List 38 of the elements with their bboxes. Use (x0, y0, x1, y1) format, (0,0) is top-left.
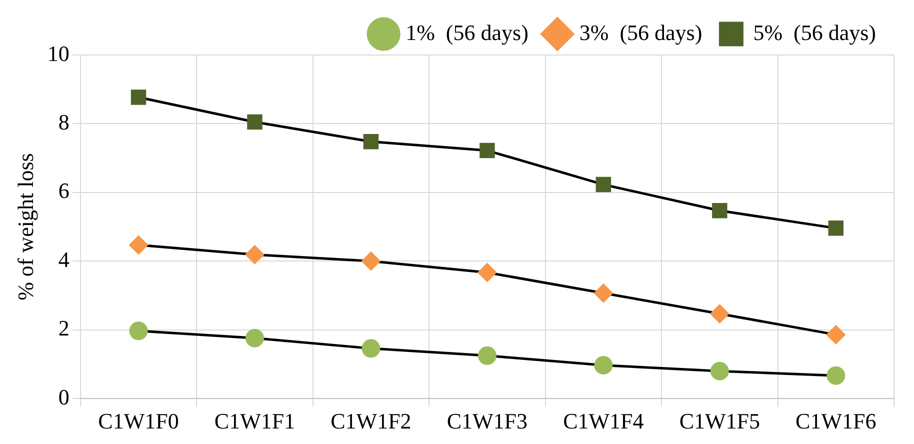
point (826, 325, 846, 344)
x-tick-label: C1W1F3 (446, 408, 528, 434)
point (710, 304, 729, 323)
y-tick-label: 8 (58, 110, 70, 134)
point (594, 284, 613, 302)
x-tick-label: C1W1F2 (330, 408, 412, 434)
y-tick-label: 0 (58, 384, 70, 410)
legend-label: 1% (56 days) (406, 20, 528, 45)
point (130, 90, 146, 105)
point (129, 236, 148, 254)
x-tick-label: C1W1F6 (796, 408, 876, 434)
point (247, 114, 262, 130)
point (478, 263, 496, 282)
point (363, 134, 379, 150)
y-tick-label: 6 (58, 178, 70, 204)
point (362, 339, 380, 358)
y-tick-label: 10 (47, 40, 70, 66)
point (478, 346, 496, 365)
x-tick-label: C1W1F4 (563, 408, 644, 434)
point (129, 322, 148, 340)
point (826, 366, 846, 385)
point (710, 362, 729, 380)
legend-label: 5% (56 days) (753, 20, 876, 45)
x-tick-label: C1W1F0 (98, 408, 179, 434)
point (362, 252, 380, 270)
x-tick-label: C1W1F1 (214, 408, 296, 434)
y-axis-title: % of weight loss (12, 153, 38, 300)
point (245, 245, 264, 264)
point (480, 142, 495, 158)
y-tick-label: 2 (58, 316, 70, 341)
point (596, 176, 612, 192)
point (594, 356, 613, 375)
y-tick-label: 4 (58, 246, 70, 272)
point (245, 328, 264, 348)
x-tick-label: C1W1F5 (679, 408, 760, 434)
legend-label: 3% (56 days) (579, 20, 702, 45)
point (712, 203, 728, 218)
point (828, 220, 844, 236)
